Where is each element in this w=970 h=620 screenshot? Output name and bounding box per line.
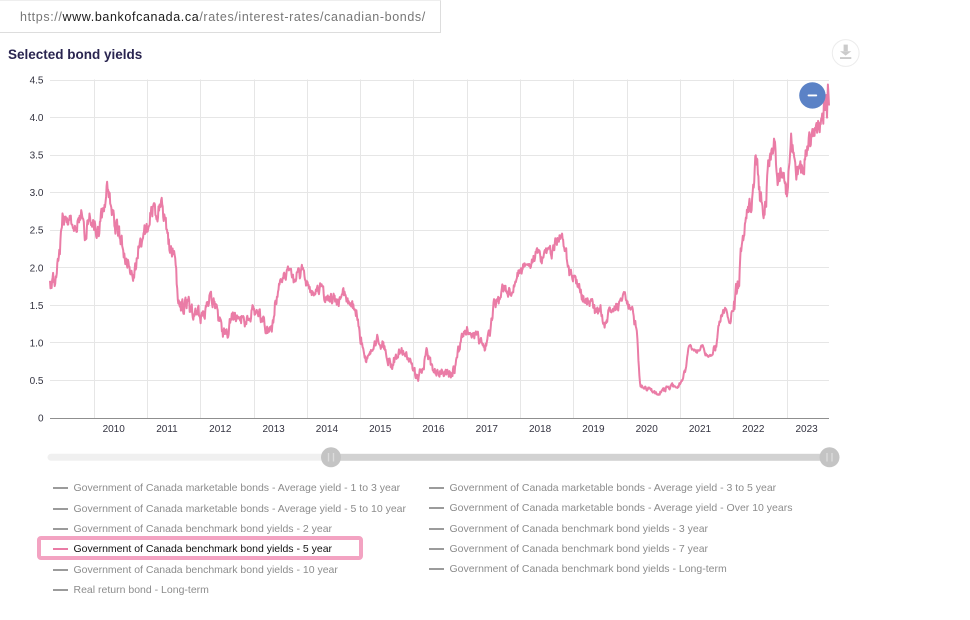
svg-text:1.5: 1.5 — [30, 301, 44, 312]
svg-text:3.0: 3.0 — [30, 188, 44, 199]
svg-text:2021: 2021 — [689, 424, 712, 435]
svg-text:2018: 2018 — [529, 424, 552, 435]
svg-text:2023: 2023 — [795, 424, 818, 435]
svg-text:4.5: 4.5 — [30, 76, 44, 87]
svg-text:4.0: 4.0 — [30, 113, 44, 124]
svg-text:2014: 2014 — [316, 424, 339, 435]
svg-text:2.5: 2.5 — [30, 226, 44, 237]
svg-text:2022: 2022 — [742, 424, 765, 435]
svg-text:0.5: 0.5 — [30, 376, 44, 387]
svg-text:2010: 2010 — [103, 424, 126, 435]
svg-text:2013: 2013 — [262, 424, 285, 435]
svg-text:2016: 2016 — [422, 424, 445, 435]
svg-text:2.0: 2.0 — [30, 263, 44, 274]
svg-text:2011: 2011 — [156, 424, 178, 435]
svg-text:2015: 2015 — [369, 424, 392, 435]
svg-text:1.0: 1.0 — [30, 338, 44, 349]
svg-text:2019: 2019 — [582, 424, 605, 435]
svg-text:2017: 2017 — [476, 424, 499, 435]
svg-text:3.5: 3.5 — [30, 151, 44, 162]
svg-text:2020: 2020 — [636, 424, 659, 435]
svg-text:0: 0 — [38, 414, 44, 425]
svg-text:2012: 2012 — [209, 424, 232, 435]
